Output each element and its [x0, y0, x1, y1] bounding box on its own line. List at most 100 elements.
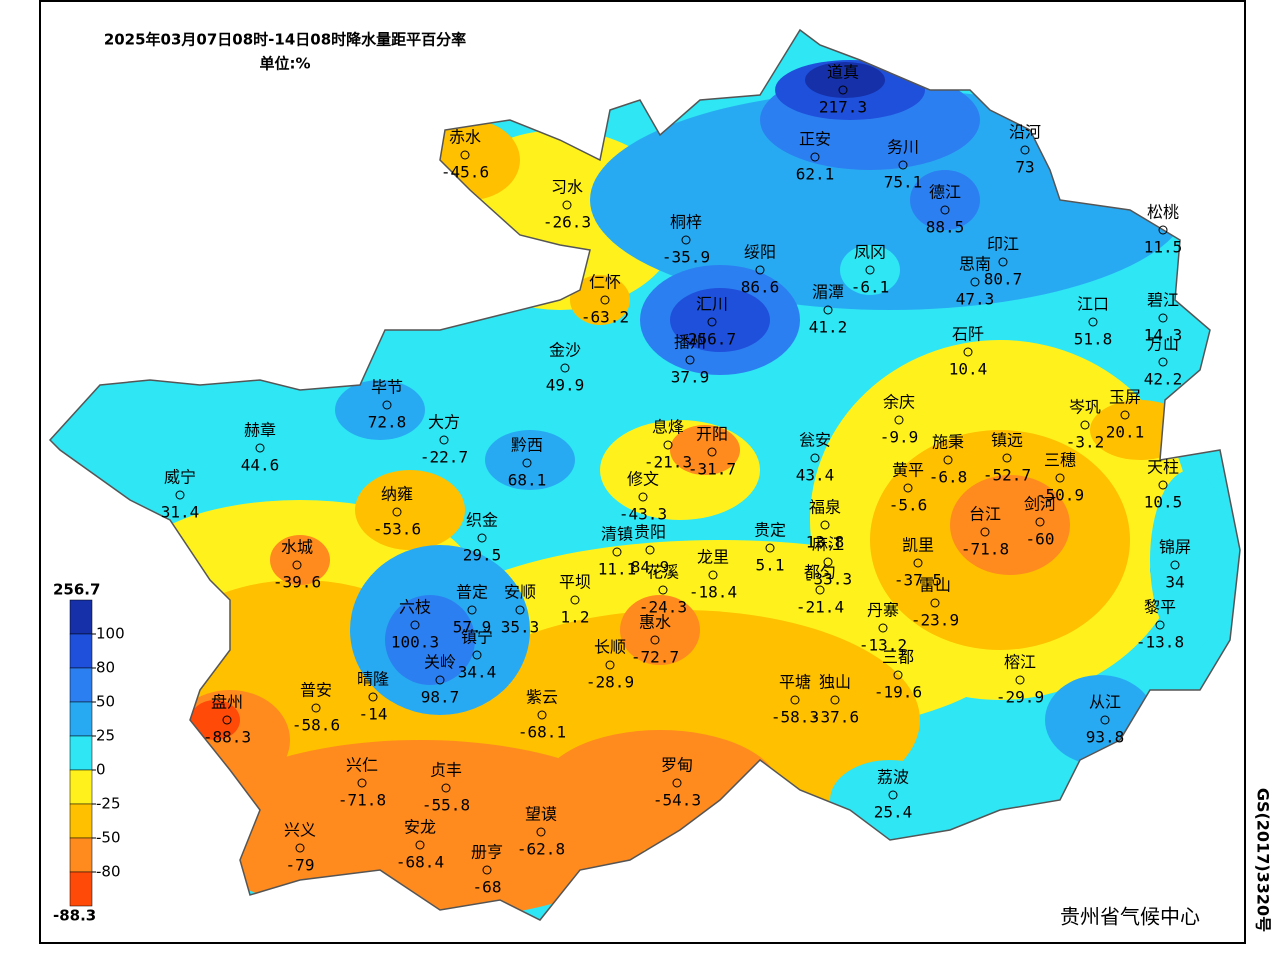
station-name: 六枝 — [399, 598, 431, 617]
station-marker — [410, 620, 420, 630]
station-marker — [467, 605, 477, 615]
station-marker — [472, 650, 482, 660]
station-marker — [930, 598, 940, 608]
legend-swatch — [69, 701, 93, 737]
station-name: 安顺 — [504, 583, 536, 602]
station-marker — [515, 605, 525, 615]
station-name: 望谟 — [525, 805, 557, 824]
contour-region — [670, 425, 740, 475]
station-marker — [865, 265, 875, 275]
station-value: 20.1 — [1106, 423, 1145, 442]
station-value: 44.6 — [241, 456, 280, 475]
station-marker — [441, 783, 451, 793]
station-marker — [562, 200, 572, 210]
station-marker — [439, 435, 449, 445]
station-marker — [815, 585, 825, 595]
contour-region — [335, 380, 425, 440]
station-value: -55.8 — [422, 796, 470, 815]
station-value: -33.3 — [804, 570, 852, 589]
station-name: 玉屏 — [1109, 388, 1141, 407]
contour-region — [1150, 470, 1230, 650]
legend-max: 256.7 — [53, 581, 100, 599]
station-marker — [943, 455, 953, 465]
map-title: 2025年03月07日08时-14日08时降水量距平百分率 — [104, 31, 466, 49]
station-marker — [765, 543, 775, 553]
station-marker — [878, 623, 888, 633]
station-value: -13.8 — [1136, 633, 1184, 652]
station-value: -68.4 — [396, 853, 444, 872]
credit: 贵州省气候中心 — [1060, 905, 1200, 929]
station-marker — [1088, 317, 1098, 327]
station-value: -71.8 — [338, 791, 386, 810]
province-outline — [48, 28, 1241, 921]
station-marker — [903, 483, 913, 493]
station-marker — [681, 235, 691, 245]
station-name: 独山 — [819, 673, 851, 692]
station-name: 道真 — [827, 63, 859, 82]
station-marker — [175, 490, 185, 500]
station-marker — [477, 533, 487, 543]
contour-region — [670, 288, 770, 352]
station-value: -5.6 — [889, 496, 928, 515]
station-name: 金沙 — [549, 341, 581, 360]
station-value: 37.9 — [671, 368, 710, 387]
station-marker — [1155, 620, 1165, 630]
station-name: 水城 — [281, 538, 313, 557]
station-value: -62.8 — [517, 840, 565, 859]
legend-swatch — [69, 837, 93, 873]
station-value: 62.1 — [796, 165, 835, 184]
station-value: 98.7 — [421, 688, 460, 707]
station-name: 黔西 — [511, 436, 543, 455]
station-value: 11.5 — [1144, 238, 1183, 257]
station-name: 镇宁 — [461, 628, 493, 647]
legend-label: 0 — [96, 761, 106, 779]
legend-min: -88.3 — [53, 907, 96, 925]
legend-swatch — [69, 735, 93, 771]
station-value: 75.1 — [884, 173, 923, 192]
station-value: -45.6 — [441, 163, 489, 182]
station-marker — [790, 695, 800, 705]
station-marker — [612, 547, 622, 557]
station-value: -68.1 — [518, 723, 566, 742]
station-name: 惠水 — [639, 613, 671, 632]
station-name: 湄潭 — [812, 283, 844, 302]
station-marker — [823, 557, 833, 567]
station-marker — [1158, 357, 1168, 367]
station-value: 10.4 — [949, 360, 988, 379]
station-name: 瓮安 — [799, 431, 831, 450]
station-name: 务川 — [887, 138, 919, 157]
station-name: 平塘 — [779, 673, 811, 692]
stations: 赤水 -45.6 习水 -26.3 桐梓 -35.9 道真 217.3 正安 62.1 务川 75.1… — [161, 63, 1191, 897]
station-value: 84.9 — [631, 558, 670, 577]
contour-region — [270, 535, 330, 585]
station-value: 41.2 — [809, 318, 848, 337]
station-value: -88.3 — [203, 728, 251, 747]
station-name: 德江 — [929, 183, 961, 202]
contour-region — [950, 475, 1070, 575]
station-marker — [1158, 225, 1168, 235]
station-marker — [823, 305, 833, 315]
station-name: 江口 — [1077, 295, 1109, 314]
station-value: 34.4 — [458, 663, 497, 682]
station-marker — [638, 492, 648, 502]
station-name: 贞丰 — [430, 761, 462, 780]
station-marker — [255, 443, 265, 453]
station-name: 清镇 — [601, 525, 633, 544]
legend-label: 100 — [96, 625, 125, 643]
station-value: -21.4 — [796, 598, 844, 617]
station-value: -19.6 — [874, 683, 922, 702]
station-marker — [820, 520, 830, 530]
station-name: 晴隆 — [357, 670, 389, 689]
station-marker — [536, 827, 546, 837]
station-marker — [830, 695, 840, 705]
station-marker — [672, 778, 682, 788]
station-value: -31.7 — [688, 460, 736, 479]
station-value: -53.6 — [373, 520, 421, 539]
station-marker — [970, 277, 980, 287]
legend-label: 80 — [96, 659, 115, 677]
station-marker — [570, 595, 580, 605]
station-name: 普定 — [456, 583, 488, 602]
station-value: -58.3 — [771, 708, 819, 727]
station-name: 贵阳 — [634, 523, 666, 542]
station-value: 72.8 — [368, 413, 407, 432]
